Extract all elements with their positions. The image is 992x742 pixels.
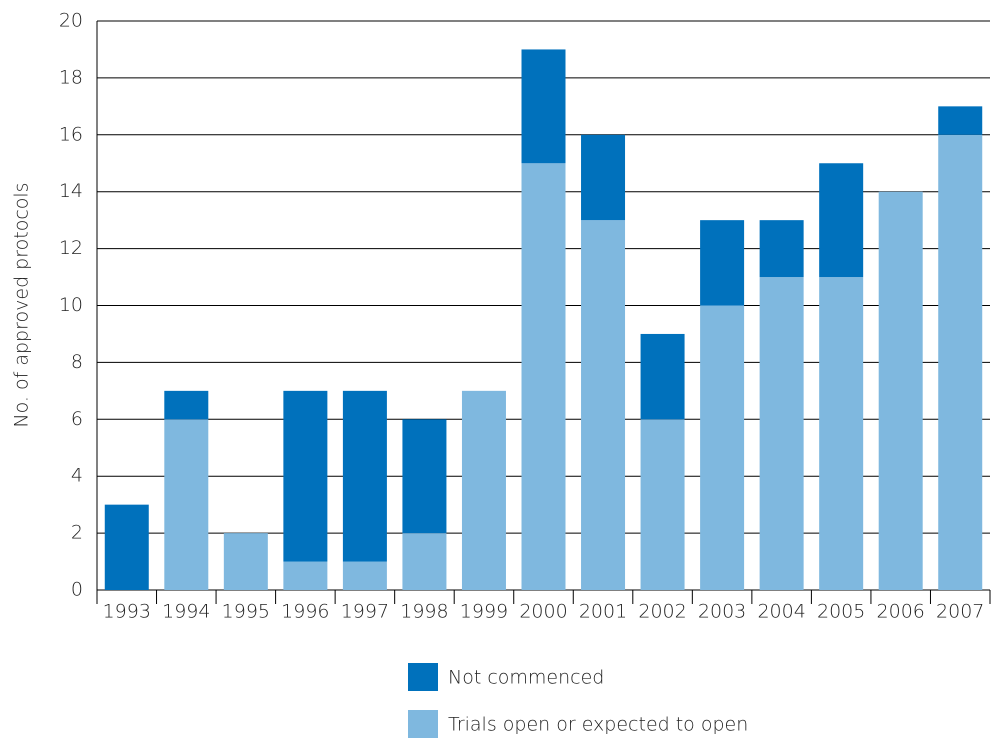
y-axis-label: No. of approved protocols	[11, 182, 33, 427]
y-tick-label: 4	[71, 465, 83, 487]
bar-segment	[342, 390, 387, 562]
bar-segment	[461, 390, 506, 590]
bar-segment	[759, 277, 804, 590]
y-tick-label: 2	[71, 522, 83, 544]
y-tick-label: 12	[59, 237, 83, 259]
y-tick-label: 14	[59, 180, 83, 202]
y-tick-label: 6	[71, 408, 83, 430]
x-tick-label: 1995	[222, 601, 270, 623]
bar-segment	[402, 533, 447, 590]
bar-segment	[878, 191, 923, 590]
x-tick-label: 1998	[400, 601, 448, 623]
x-tick-label: 2006	[877, 601, 925, 623]
bar-segment	[521, 49, 566, 164]
bar-segment	[283, 561, 328, 590]
y-tick-label: 0	[71, 579, 83, 601]
bar-segment	[581, 134, 626, 221]
bar-segment	[402, 419, 447, 534]
bar-segment	[819, 277, 864, 590]
y-tick-label: 8	[71, 351, 83, 373]
y-tick-label: 18	[59, 66, 83, 88]
bar-segment	[223, 533, 268, 590]
x-tick-label: 2007	[936, 601, 984, 623]
bar-segment	[581, 220, 626, 590]
legend-swatch	[408, 710, 438, 738]
bar-segment	[938, 106, 983, 135]
bar-segment	[164, 390, 209, 420]
x-tick-label: 2003	[698, 601, 746, 623]
bar-segment	[938, 134, 983, 591]
x-tick-label: 2001	[579, 601, 627, 623]
bar-segment	[283, 390, 328, 562]
y-tick-label: 16	[59, 123, 83, 145]
y-tick-label: 10	[59, 294, 83, 316]
bar-segment	[164, 419, 209, 590]
bar-segment	[700, 305, 745, 590]
bar-segment	[819, 163, 864, 278]
legend-swatch	[408, 663, 438, 691]
x-tick-label: 2005	[817, 601, 865, 623]
bar-segment	[104, 504, 149, 590]
y-tick-label: 20	[59, 10, 83, 32]
bar-segment	[342, 561, 387, 590]
x-tick-label: 1999	[460, 601, 508, 623]
x-tick-label: 1993	[103, 601, 151, 623]
x-tick-label: 2004	[757, 601, 805, 623]
x-tick-label: 1997	[341, 601, 389, 623]
bar-segment	[759, 220, 804, 278]
bar-segment	[700, 220, 745, 306]
bar-segment	[640, 419, 685, 590]
x-tick-label: 2002	[638, 601, 686, 623]
x-tick-label: 1996	[281, 601, 329, 623]
bar-segment	[521, 163, 566, 590]
x-tick-label: 2000	[519, 601, 567, 623]
bar-segment	[640, 333, 685, 420]
x-tick-label: 1994	[162, 601, 210, 623]
legend-label: Trials open or expected to open	[448, 714, 748, 736]
legend-label: Not commenced	[448, 667, 604, 689]
